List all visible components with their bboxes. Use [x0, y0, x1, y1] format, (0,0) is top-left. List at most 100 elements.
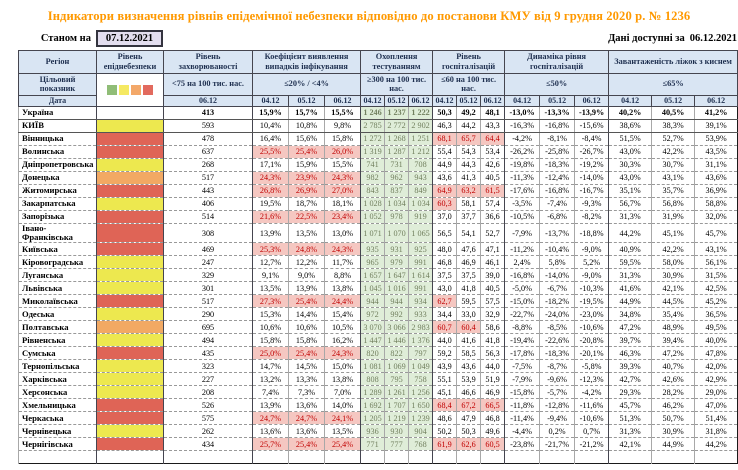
region-cell: Сумська	[18, 346, 97, 361]
testing-cell: 1 251	[408, 132, 433, 146]
hospitalization-cell: 46,9	[456, 255, 481, 270]
region-cell: Полтавська	[18, 320, 97, 335]
epid-level-legend	[96, 72, 164, 107]
hosp-dynamics-cell: -19,4%	[504, 333, 540, 348]
hosp-dynamics-cell: -26,2%	[504, 145, 540, 159]
testing-cell: 1 212	[408, 145, 433, 159]
detection-cell: 13,8%	[323, 372, 361, 387]
target-hospitalization: ≤60 на 100 тис. нас.	[432, 72, 506, 97]
hosp-dynamics-cell: -13,9%	[574, 106, 609, 120]
region-cell: Кіровоградська	[18, 255, 97, 270]
oxygen-beds-cell: 48,9%	[651, 320, 695, 335]
hosp-dynamics-cell: -11,8%	[504, 398, 540, 413]
testing-cell: 1 289	[360, 385, 385, 400]
epid-level-cell	[96, 184, 164, 198]
oxygen-beds-cell: 59,5%	[608, 255, 652, 270]
oxygen-beds-cell: 39,4%	[651, 333, 695, 348]
hospitalization-cell: 53,9	[456, 372, 481, 387]
oxygen-beds-cell: 43,5%	[694, 145, 738, 159]
oxygen-beds-cell: 38,3%	[651, 119, 695, 133]
region-cell: Чернігівська	[18, 437, 97, 452]
hospitalization-cell: 46,9	[480, 385, 505, 400]
empty-cell	[574, 450, 609, 465]
hospitalization-cell: 32,9	[480, 307, 505, 322]
epid-level-cell	[96, 132, 164, 146]
table-header: Регіон Рівень епіднебезпеки Рівень захво…	[18, 50, 738, 107]
hospitalization-cell: 46,1	[480, 255, 505, 270]
detection-cell: 13,0%	[323, 223, 361, 244]
hospitalization-cell: 42,6	[480, 158, 505, 172]
hosp-dynamics-cell: -20,8%	[574, 333, 609, 348]
detection-cell: 10,4%	[252, 119, 289, 133]
hospitalization-cell: 56,3	[480, 346, 505, 361]
hosp-dynamics-cell: -13,7%	[539, 223, 575, 244]
testing-cell: 1 707	[384, 398, 409, 413]
testing-cell: 1 071	[360, 223, 385, 244]
detection-cell: 25,4%	[288, 294, 325, 309]
testing-cell: 992	[384, 307, 409, 322]
target-oxygen-beds: ≤65%	[608, 72, 738, 97]
oxygen-beds-cell: 43,0%	[608, 171, 652, 185]
oxygen-beds-cell: 42,5%	[694, 281, 738, 296]
testing-cell: 935	[360, 242, 385, 257]
hospitalization-cell: 44,2	[456, 119, 481, 133]
empty-cell	[608, 450, 652, 465]
detection-cell: 27,3%	[252, 294, 289, 309]
oxygen-beds-cell: 51,4%	[694, 411, 738, 426]
data-available-label: Дані доступні за	[608, 33, 685, 44]
testing-cell: 934	[408, 294, 433, 309]
testing-cell: 1 034	[408, 197, 433, 211]
testing-cell: 2 902	[408, 119, 433, 133]
detection-cell: 15,8%	[323, 132, 361, 146]
hosp-dynamics-cell: -18,3%	[539, 158, 575, 172]
hospitalization-cell: 46,8	[432, 255, 457, 270]
hospitalization-cell: 54,1	[456, 223, 481, 244]
hospitalization-cell: 56,5	[432, 223, 457, 244]
hospitalization-cell: 58,6	[480, 320, 505, 335]
incidence-cell: 494	[163, 333, 253, 348]
hosp-dynamics-cell: -19,8%	[504, 158, 540, 172]
testing-cell: 1 016	[384, 281, 409, 296]
testing-cell: 965	[360, 255, 385, 270]
hosp-dynamics-cell: -4,2%	[574, 385, 609, 400]
hospitalization-cell: 44,0	[432, 333, 457, 348]
detection-cell: 26,9%	[288, 184, 325, 198]
detection-cell: 14,0%	[323, 398, 361, 413]
oxygen-beds-cell: 36,5%	[694, 307, 738, 322]
date-cell: 06.12	[408, 95, 434, 107]
hosp-dynamics-cell: -19,5%	[574, 294, 609, 309]
empty-cell	[360, 450, 385, 465]
hosp-dynamics-cell: -18,3%	[539, 346, 575, 361]
detection-cell: 10,8%	[288, 119, 325, 133]
oxygen-beds-cell: 40,7%	[651, 359, 695, 374]
hosp-dynamics-cell: -8,8%	[504, 320, 540, 335]
region-cell: Тернопільська	[18, 359, 97, 374]
testing-cell: 991	[408, 281, 433, 296]
incidence-cell: 301	[163, 281, 253, 296]
table-row: Сумська 435 25,0% 25,4% 24,3% 820 822 797 59,2 58…	[18, 346, 738, 361]
testing-cell: 1 070	[384, 223, 409, 244]
epid-level-cell	[96, 320, 164, 335]
oxygen-beds-cell: 34,8%	[608, 307, 652, 322]
hosp-dynamics-cell: -18,8%	[574, 223, 609, 244]
detection-cell: 15,6%	[288, 132, 325, 146]
detection-cell: 15,4%	[323, 307, 361, 322]
oxygen-beds-cell: 38,6%	[608, 119, 652, 133]
testing-cell: 930	[384, 424, 409, 439]
epid-level-cell	[96, 411, 164, 426]
detection-cell: 25,4%	[288, 346, 325, 361]
incidence-cell: 575	[163, 411, 253, 426]
testing-cell: 962	[384, 171, 409, 185]
incidence-cell: 247	[163, 255, 253, 270]
epid-level-cell	[96, 119, 164, 133]
hospitalization-cell: 61,9	[432, 437, 457, 452]
page-title: Індикатори визначення рівнів епідемічної…	[47, 9, 691, 23]
detection-cell: 24,7%	[288, 411, 325, 426]
detection-cell: 7,3%	[288, 385, 325, 400]
hosp-dynamics-cell: -13,3%	[539, 106, 575, 120]
oxygen-beds-cell: 41,2%	[694, 106, 738, 120]
oxygen-beds-cell: 30,9%	[651, 424, 695, 439]
detection-cell: 13,5%	[323, 424, 361, 439]
hospitalization-cell: 57,5	[480, 294, 505, 309]
detection-cell: 25,4%	[288, 437, 325, 452]
